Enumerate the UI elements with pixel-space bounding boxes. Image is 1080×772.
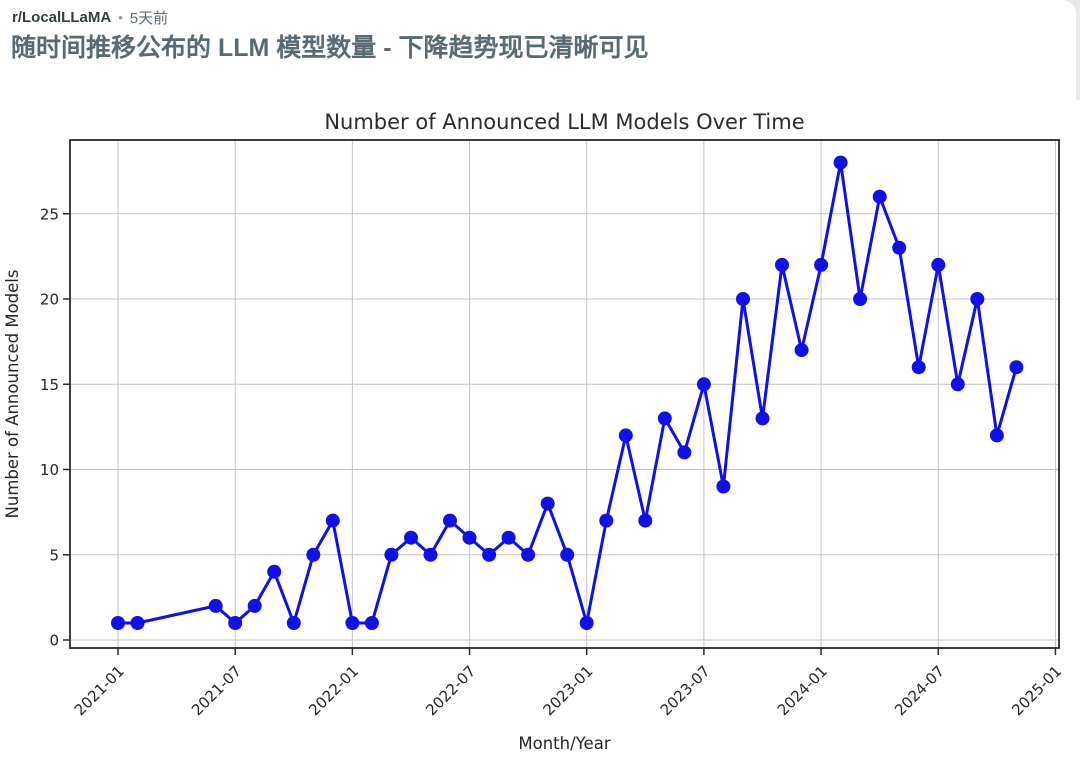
data-point-2023-06 [677,445,692,460]
data-point-2024-09 [970,292,985,306]
post-title[interactable]: 随时间推移公布的 LLM 模型数量 - 下降趋势现已清晰可见 [11,34,649,62]
data-point-2021-11 [306,547,321,562]
y-tick-label: 0 [49,632,59,650]
data-point-2021-08 [247,598,262,613]
data-point-2021-02 [130,616,145,630]
data-point-2024-02 [833,155,848,170]
x-tick-label: 2021-01 [71,662,128,719]
data-point-2023-08 [716,479,731,494]
post-image-chart[interactable]: 2021-01 2021-07 2022-01 2022-07 2023-01 2023-… [0,100,1080,772]
chart-xlabel: Month/Year [518,734,610,753]
x-tick-label: 2022-01 [305,662,362,719]
data-point-2024-05 [892,240,907,255]
data-point-2023-10 [755,411,770,426]
post-timestamp: 5天前 [129,10,169,27]
chart-gridlines [70,140,1059,648]
post-meta-separator: • [118,10,123,25]
data-point-2022-03 [384,547,399,562]
x-tick-label: 2024-07 [891,662,948,719]
data-point-2023-02 [599,513,614,528]
data-point-2022-02 [364,616,379,630]
data-point-2022-11 [540,496,555,511]
llm-models-line-chart: 2021-01 2021-07 2022-01 2022-07 2023-01 2023-… [0,100,1080,772]
data-point-2022-09 [501,530,516,545]
data-point-2022-12 [560,547,575,562]
data-point-2022-05 [423,547,438,562]
x-tick-label: 2023-01 [539,662,596,719]
data-point-2024-10 [989,428,1004,443]
y-tick-label: 10 [40,461,59,479]
x-tick-label: 2021-07 [188,662,245,719]
data-point-2021-10 [286,616,301,630]
data-point-2024-08 [950,377,965,392]
y-tick-label: 15 [40,376,59,394]
data-point-2023-09 [736,292,750,306]
data-point-2021-06 [208,598,223,613]
data-point-2023-01 [579,616,594,630]
data-point-2023-07 [696,377,711,392]
data-point-2022-10 [521,547,536,562]
data-point-2021-12 [325,513,340,528]
chart-ylabel: Number of Announced Models [3,270,22,519]
data-point-2023-04 [638,513,653,528]
data-point-2022-08 [482,547,497,562]
data-point-2023-05 [657,411,672,426]
data-point-2021-01 [111,616,125,630]
y-tick-label: 20 [40,291,59,309]
data-point-2022-04 [404,530,418,545]
data-point-2024-11 [1009,360,1024,375]
data-point-2023-03 [618,428,633,443]
chart-x-tick-labels: 2021-01 2021-07 2022-01 2022-07 2023-01 2023-… [71,662,1065,719]
data-point-2024-06 [911,360,926,375]
data-point-2024-04 [872,189,887,204]
post-header: r/LocalLLaMA • 5天前 [12,7,168,28]
y-tick-label: 5 [49,546,59,564]
data-point-2022-01 [345,616,360,630]
x-tick-label: 2023-07 [657,662,714,719]
chart-data-points [111,155,1024,630]
x-tick-label: 2022-07 [422,662,479,719]
subreddit-link[interactable]: r/LocalLLaMA [12,9,112,26]
data-point-2021-07 [228,616,243,630]
data-point-2024-03 [853,292,868,306]
chart-frame [69,139,1060,649]
data-point-2023-12 [794,343,809,358]
chart-title: Number of Announced LLM Models Over Time [324,110,804,134]
y-tick-label: 25 [40,205,59,223]
data-point-2024-01 [814,257,829,272]
chart-axis-ticks [63,213,1057,655]
data-point-2022-07 [462,530,477,545]
chart-y-tick-labels: 0 5 10 15 20 25 [40,205,59,649]
data-point-2024-07 [931,257,946,272]
data-point-2023-11 [775,257,789,272]
x-tick-label: 2024-01 [774,662,831,719]
x-tick-label: 2025-01 [1008,662,1065,719]
data-point-2022-06 [443,513,457,528]
data-point-2021-09 [267,564,282,579]
